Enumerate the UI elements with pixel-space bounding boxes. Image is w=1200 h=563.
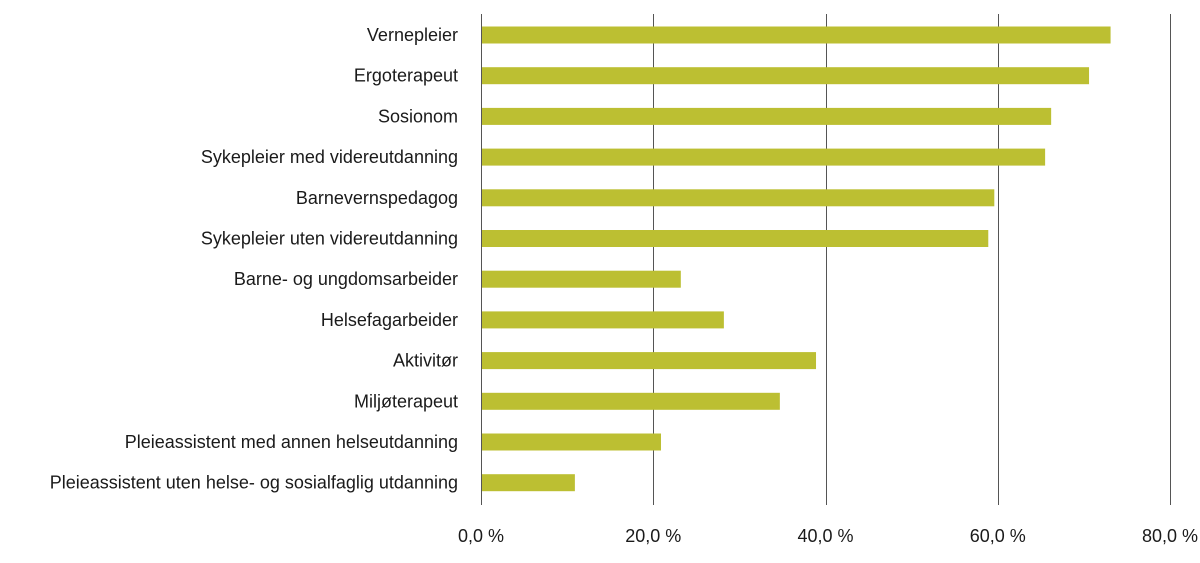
- bar: [482, 311, 724, 329]
- category-label: Pleieassistent med annen helseutdanning: [125, 432, 458, 452]
- category-label: Sykepleier uten videreutdanning: [201, 229, 458, 249]
- grid-lines: [481, 14, 1171, 505]
- x-tick-label: 60,0 %: [970, 526, 1026, 546]
- bar: [482, 474, 575, 492]
- category-label: Sykepleier med videreutdanning: [201, 147, 458, 167]
- category-label: Miljøterapeut: [354, 391, 458, 411]
- bars: [482, 26, 1111, 492]
- category-label: Helsefagarbeider: [321, 310, 458, 330]
- bar: [482, 148, 1046, 166]
- x-tick-label: 0,0 %: [458, 526, 504, 546]
- category-labels: Vernepleier Ergoterapeut Sosionom Sykepleie…: [50, 25, 458, 493]
- bar: [482, 270, 681, 288]
- category-label: Barne- og ungdomsarbeider: [234, 269, 458, 289]
- bar: [482, 26, 1111, 44]
- bar: [482, 230, 989, 247]
- x-tick-label: 20,0 %: [625, 526, 681, 546]
- x-tick-label: 40,0 %: [797, 526, 853, 546]
- bar: [482, 433, 662, 451]
- bar: [482, 67, 1090, 85]
- bar: [482, 392, 780, 410]
- bar: [482, 107, 1052, 125]
- category-label: Vernepleier: [367, 25, 458, 45]
- category-label: Barnevernspedagog: [296, 188, 458, 208]
- category-label: Sosionom: [378, 106, 458, 126]
- x-axis-tick-labels: 0,0 % 20,0 % 40,0 % 60,0 % 80,0 %: [458, 526, 1198, 546]
- category-label: Ergoterapeut: [354, 66, 458, 86]
- category-label: Pleieassistent uten helse- og sosialfagl…: [50, 473, 458, 493]
- bar: [482, 189, 995, 207]
- x-tick-label: 80,0 %: [1142, 526, 1198, 546]
- category-label: Aktivitør: [393, 351, 458, 371]
- bar: [482, 352, 817, 370]
